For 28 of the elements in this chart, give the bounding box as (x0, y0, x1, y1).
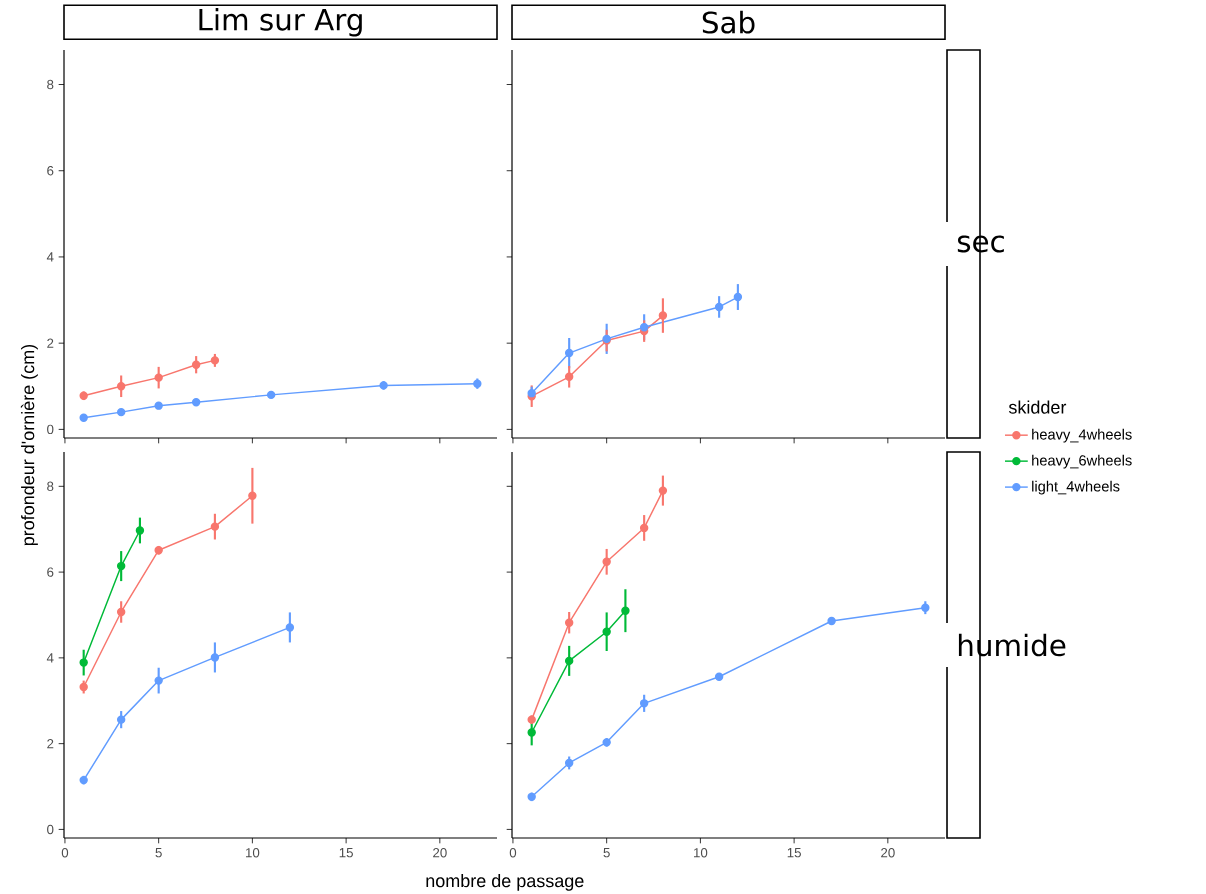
y-tick-label: 6 (47, 567, 54, 577)
x-tick-label: 15 (787, 848, 801, 858)
legend-label: heavy_6wheels (1032, 454, 1132, 469)
y-tick-label: 2 (47, 739, 54, 749)
x-tick-label: 5 (603, 848, 610, 858)
x-tick-label: 15 (339, 848, 353, 858)
x-tick-label: 0 (61, 848, 69, 858)
chart-title: Lim sur Arg (199, 8, 362, 37)
y-tick-label: 2 (47, 338, 54, 348)
y-tick-label: 4 (46, 252, 54, 262)
chart-title: Sab (702, 10, 755, 34)
x-tick-label: 0 (509, 848, 517, 858)
x-tick-label: 20 (433, 848, 447, 858)
x-tick-label: 5 (155, 848, 162, 858)
legend-label: heavy_4wheels (1032, 428, 1132, 443)
x-tick-label: 20 (881, 848, 895, 858)
x-axis-title: nombre de passage (426, 874, 584, 891)
y-tick-label: 4 (46, 653, 54, 663)
x-tick-label: 10 (246, 848, 260, 858)
y-tick-label: 6 (47, 166, 54, 176)
y-axis-title: profondeur d'ornière (cm) (20, 344, 38, 546)
y-tick-label: 8 (47, 481, 54, 492)
y-tick-label: 0 (47, 424, 54, 435)
y-tick-label: 0 (47, 824, 54, 835)
y-tick-label: 8 (47, 79, 54, 90)
legend-title: skidder (1008, 400, 1067, 414)
x-tick-label: 10 (694, 848, 708, 858)
legend-label: light_4wheels (1032, 480, 1120, 495)
